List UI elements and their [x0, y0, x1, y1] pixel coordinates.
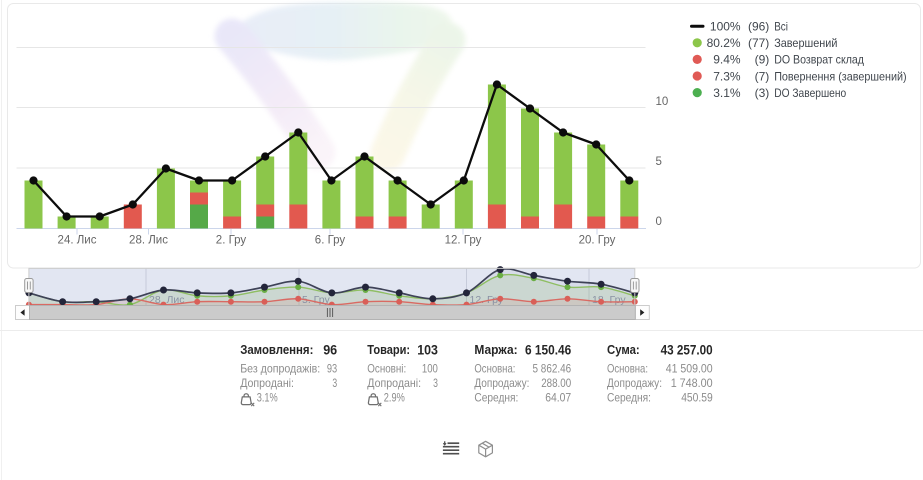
- svg-text:3.1%: 3.1%: [713, 86, 741, 100]
- svg-text:0: 0: [656, 216, 662, 228]
- svg-text:41 509.00: 41 509.00: [666, 361, 713, 375]
- svg-text:3.1%: 3.1%: [257, 390, 278, 404]
- svg-text:450.59: 450.59: [681, 391, 713, 405]
- svg-text:3: 3: [332, 376, 337, 390]
- svg-text:12. Гру: 12. Гру: [445, 235, 482, 247]
- svg-text:(9): (9): [755, 53, 770, 67]
- svg-text:5 862.46: 5 862.46: [533, 361, 572, 375]
- svg-text:288.00: 288.00: [541, 376, 571, 390]
- svg-text:Допродажу:: Допродажу:: [607, 376, 662, 390]
- svg-text:Середня:: Середня:: [607, 391, 651, 405]
- svg-text:Замовлення:: Замовлення:: [240, 342, 313, 357]
- svg-text:5: 5: [656, 156, 662, 168]
- svg-text:(77): (77): [748, 36, 769, 50]
- svg-text:9.4%: 9.4%: [713, 53, 741, 67]
- svg-text:Допродані:: Допродані:: [367, 376, 421, 390]
- svg-text:Допродані:: Допродані:: [240, 376, 294, 390]
- svg-text:DO Возврат склад: DO Возврат склад: [774, 53, 864, 67]
- svg-text:Сума:: Сума:: [607, 342, 640, 357]
- svg-text:100: 100: [422, 361, 438, 375]
- svg-text:6. Гру: 6. Гру: [315, 235, 346, 247]
- svg-text:Всі: Всі: [774, 20, 788, 34]
- svg-text:(96): (96): [748, 20, 769, 34]
- svg-text:64.07: 64.07: [545, 391, 571, 405]
- svg-text:20. Гру: 20. Гру: [579, 235, 616, 247]
- svg-text:Товари:: Товари:: [367, 342, 410, 357]
- svg-text:28. Лис: 28. Лис: [129, 235, 168, 247]
- svg-text:18. Гру: 18. Гру: [592, 294, 626, 306]
- svg-text:10: 10: [656, 96, 669, 108]
- svg-text:Завершений: Завершений: [774, 36, 837, 50]
- svg-text:Повернення (завершений): Повернення (завершений): [774, 69, 906, 83]
- svg-text:Без допродажів:: Без допродажів:: [240, 361, 320, 375]
- svg-text:6 150.46: 6 150.46: [525, 343, 571, 358]
- svg-text:1 748.00: 1 748.00: [671, 376, 713, 390]
- svg-text:2. Гру: 2. Гру: [216, 235, 247, 247]
- svg-text:80.2%: 80.2%: [707, 36, 741, 50]
- svg-text:103: 103: [417, 343, 438, 358]
- svg-text:24. Лис: 24. Лис: [58, 235, 97, 247]
- svg-text:43 257.00: 43 257.00: [661, 343, 713, 358]
- svg-text:Маржа:: Маржа:: [474, 342, 517, 357]
- svg-text:Допродажу:: Допродажу:: [474, 376, 529, 390]
- svg-text:7.3%: 7.3%: [713, 69, 741, 83]
- svg-text:Основна:: Основна:: [474, 361, 515, 375]
- svg-text:Основна:: Основна:: [607, 361, 648, 375]
- svg-text:93: 93: [327, 361, 338, 375]
- svg-text:(7): (7): [755, 69, 770, 83]
- svg-text:3: 3: [433, 376, 438, 390]
- svg-text:(3): (3): [755, 86, 770, 100]
- svg-text:100%: 100%: [710, 20, 741, 34]
- svg-text:28. Лис: 28. Лис: [149, 294, 185, 306]
- svg-text:DO Завершено: DO Завершено: [774, 86, 846, 100]
- svg-text:Основні:: Основні:: [367, 361, 406, 375]
- svg-text:2.9%: 2.9%: [384, 390, 405, 404]
- svg-text:Середня:: Середня:: [474, 391, 518, 405]
- svg-text:96: 96: [323, 343, 337, 358]
